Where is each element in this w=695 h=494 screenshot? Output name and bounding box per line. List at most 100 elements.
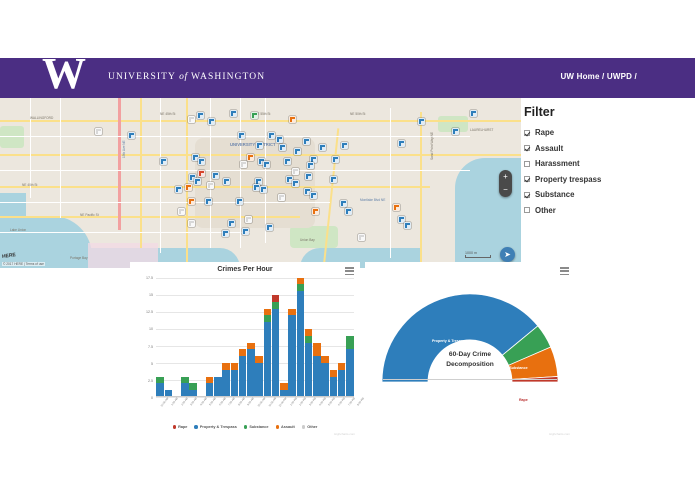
bar-segment[interactable] bbox=[280, 390, 288, 397]
map-marker[interactable] bbox=[194, 178, 201, 185]
bar-segment[interactable] bbox=[255, 356, 263, 363]
map-marker[interactable] bbox=[393, 204, 400, 211]
legend-item[interactable]: Substance bbox=[243, 425, 269, 429]
map-marker[interactable] bbox=[319, 144, 326, 151]
bar-column[interactable] bbox=[263, 278, 272, 397]
bar-segment[interactable] bbox=[271, 295, 280, 302]
map-marker[interactable] bbox=[404, 222, 411, 229]
map-marker[interactable] bbox=[310, 192, 317, 199]
bar-segment[interactable] bbox=[156, 383, 164, 397]
bar-column[interactable] bbox=[214, 278, 222, 397]
map-marker[interactable] bbox=[358, 234, 365, 241]
map-marker[interactable] bbox=[212, 172, 219, 179]
bar-segment[interactable] bbox=[263, 308, 272, 316]
map-marker[interactable] bbox=[245, 216, 252, 223]
bar-segment[interactable] bbox=[329, 376, 338, 397]
bar-segment[interactable] bbox=[238, 356, 247, 397]
gauge-svg[interactable] bbox=[365, 284, 575, 394]
map-marker[interactable] bbox=[286, 176, 293, 183]
bar-segment[interactable] bbox=[296, 277, 305, 285]
bar-chart-legend[interactable]: Rape Property & Trespass Substance Assault O… bbox=[130, 425, 360, 429]
map-marker[interactable] bbox=[341, 142, 348, 149]
map-marker[interactable] bbox=[207, 182, 214, 189]
map-marker[interactable] bbox=[268, 132, 275, 139]
bar-segment[interactable] bbox=[304, 329, 313, 336]
bar-column[interactable] bbox=[189, 278, 197, 397]
bar-segment[interactable] bbox=[263, 315, 272, 323]
bar-chart-credit[interactable]: Highcharts.com bbox=[334, 432, 355, 436]
map-marker[interactable] bbox=[230, 110, 237, 117]
bar-segment[interactable] bbox=[181, 376, 189, 384]
bar-segment[interactable] bbox=[271, 301, 280, 309]
map-marker[interactable] bbox=[304, 188, 311, 195]
bar-segment[interactable] bbox=[230, 363, 239, 370]
map-marker[interactable] bbox=[198, 158, 205, 165]
bar-column[interactable] bbox=[271, 278, 280, 397]
bar-column[interactable] bbox=[346, 278, 354, 397]
bar-segment[interactable] bbox=[255, 363, 263, 397]
map-marker[interactable] bbox=[452, 128, 459, 135]
filter-item-substance[interactable]: Substance bbox=[524, 190, 654, 199]
checkbox-icon-rape[interactable] bbox=[524, 129, 530, 136]
bar-column[interactable] bbox=[230, 278, 239, 397]
gauge-slice[interactable] bbox=[381, 293, 539, 383]
bar-segment[interactable] bbox=[238, 349, 247, 357]
map-zoom-out-button[interactable]: − bbox=[503, 184, 508, 194]
bar-segment[interactable] bbox=[346, 349, 354, 397]
map-marker[interactable] bbox=[175, 186, 182, 193]
bar-segment[interactable] bbox=[156, 376, 164, 384]
map-marker[interactable] bbox=[188, 116, 195, 123]
bar-segment[interactable] bbox=[280, 383, 288, 391]
map-marker[interactable] bbox=[238, 132, 245, 139]
bar-column[interactable] bbox=[156, 278, 164, 397]
bar-column[interactable] bbox=[222, 278, 230, 397]
map-marker[interactable] bbox=[128, 132, 135, 139]
map-marker[interactable] bbox=[292, 180, 299, 187]
map-marker[interactable] bbox=[205, 198, 212, 205]
bar-column[interactable] bbox=[288, 278, 296, 397]
bar-column[interactable] bbox=[329, 278, 338, 397]
map-marker[interactable] bbox=[240, 161, 247, 168]
bar-column[interactable] bbox=[313, 278, 321, 397]
filter-item-assault[interactable]: Assault bbox=[524, 144, 654, 153]
hamburger-icon[interactable] bbox=[560, 267, 569, 275]
bar-segment[interactable] bbox=[222, 369, 230, 397]
header-breadcrumb-nav[interactable]: UW Home / UWPD / bbox=[560, 72, 637, 81]
bar-column[interactable] bbox=[205, 278, 214, 397]
map-marker[interactable] bbox=[345, 208, 352, 215]
map-marker[interactable] bbox=[263, 161, 270, 168]
nav-link-uw-home[interactable]: UW Home / UWPD / bbox=[560, 72, 637, 81]
bar-column[interactable] bbox=[337, 278, 346, 397]
map-marker[interactable] bbox=[208, 118, 215, 125]
map-marker[interactable] bbox=[330, 176, 337, 183]
filter-item-property-trespass[interactable]: Property trespass bbox=[524, 175, 654, 184]
map-marker[interactable] bbox=[284, 158, 291, 165]
bar-column[interactable] bbox=[280, 278, 288, 397]
bar-segment[interactable] bbox=[329, 369, 338, 377]
legend-item[interactable]: Other bbox=[301, 425, 317, 429]
bar-segment[interactable] bbox=[214, 376, 222, 397]
map-marker[interactable] bbox=[260, 186, 267, 193]
map-marker[interactable] bbox=[228, 220, 235, 227]
bar-segment[interactable] bbox=[288, 315, 296, 397]
bar-segment[interactable] bbox=[181, 383, 189, 397]
bar-segment[interactable] bbox=[230, 369, 239, 397]
map-marker[interactable] bbox=[236, 198, 243, 205]
bar-segment[interactable] bbox=[321, 356, 329, 363]
bar-column[interactable] bbox=[304, 278, 313, 397]
bar-segment[interactable] bbox=[313, 356, 321, 397]
checkbox-icon-other[interactable] bbox=[524, 207, 530, 213]
map-marker[interactable] bbox=[188, 220, 195, 227]
bar-column[interactable] bbox=[296, 277, 305, 397]
map-marker[interactable] bbox=[223, 178, 230, 185]
checkbox-icon-harassment[interactable] bbox=[524, 160, 530, 167]
bar-segment[interactable] bbox=[346, 335, 354, 350]
bar-column[interactable] bbox=[164, 278, 173, 397]
bar-segment[interactable] bbox=[164, 390, 173, 397]
map-marker[interactable] bbox=[222, 230, 229, 237]
bar-segment[interactable] bbox=[222, 363, 230, 370]
checkbox-icon-assault[interactable] bbox=[524, 145, 530, 151]
bar-segment[interactable] bbox=[205, 383, 214, 397]
bar-segment[interactable] bbox=[247, 342, 255, 350]
map-marker[interactable] bbox=[198, 170, 205, 177]
